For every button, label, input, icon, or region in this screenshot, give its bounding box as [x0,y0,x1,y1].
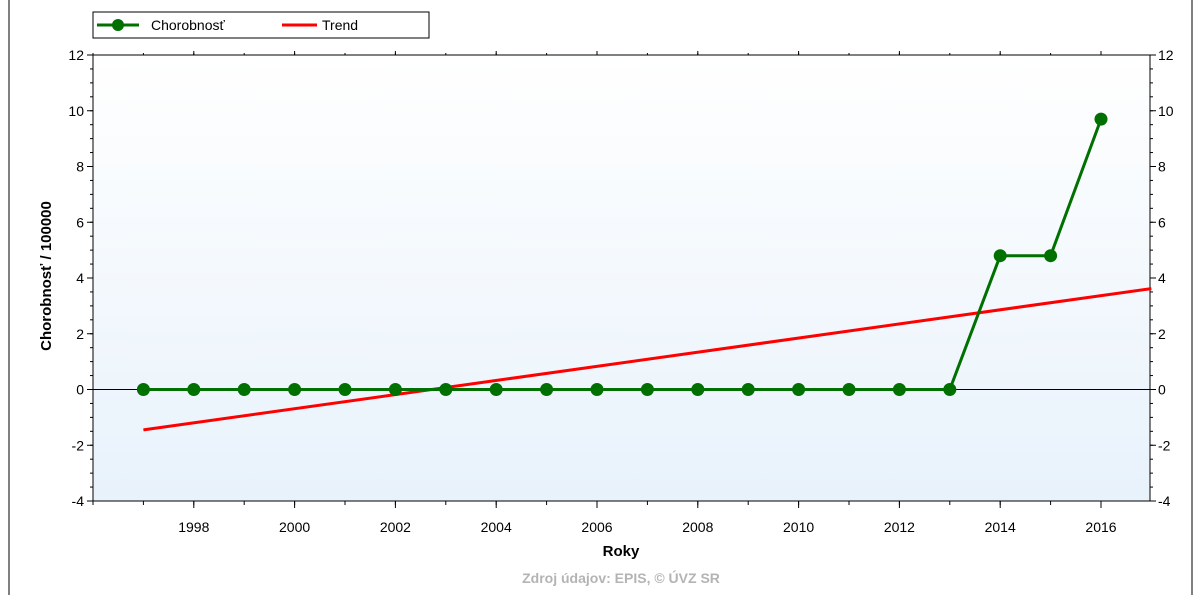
series-point [439,383,453,396]
series-point [388,383,402,396]
series-point [590,383,604,396]
x-tick-label: 2002 [380,519,411,535]
y-tick-label-left: 10 [68,103,84,119]
x-tick-label: 2016 [1085,519,1116,535]
y-axis-right: -4 -2 0 2 4 6 8 10 12 [1150,47,1174,509]
y-tick-label-right: 10 [1158,103,1174,119]
series-point [892,383,906,396]
series-point [136,383,150,396]
y-tick-label-right: 12 [1158,47,1174,63]
x-tick-label: 1998 [178,519,209,535]
series-point [691,383,705,396]
x-axis-title: Roky [603,543,640,560]
y-tick-label-left: 2 [76,326,84,342]
y-tick-label-left: -2 [72,437,85,453]
y-tick-label-right: 0 [1158,382,1166,398]
series-point [187,383,201,396]
trend-line [143,287,1152,432]
source-credit: Zdroj údajov: EPIS, © ÚVZ SR [522,569,720,586]
y-tick-label-left: 8 [76,159,84,175]
series-point [842,383,856,396]
x-tick-label: 2012 [884,519,915,535]
series-point [741,383,755,396]
plot-area [92,54,1151,502]
y-tick-label-right: -4 [1158,493,1171,509]
series-point [237,383,251,396]
y-tick-label-left: 4 [76,270,84,286]
legend-box [92,11,430,39]
trend-layer [143,287,1152,432]
legend-label-series: Chorobnosť [151,17,225,33]
y-axis-left: -4 -2 0 2 4 6 8 10 12 [68,47,93,509]
series-point [640,383,654,396]
series-line [143,118,1103,391]
series-point [1044,249,1058,263]
plot-background [92,54,1151,502]
y-tick-label-right: 4 [1158,270,1166,286]
y-tick-label-left: 12 [68,47,84,63]
series-point [489,383,503,396]
series-point [792,383,806,396]
series-point [338,383,352,396]
x-tick-label: 2008 [682,519,713,535]
x-tick-label: 2010 [783,519,814,535]
x-tick-label: 2006 [581,519,612,535]
y-tick-label-left: 0 [76,382,84,398]
y-tick-label-right: 8 [1158,159,1166,175]
legend: Chorobnosť Trend [92,11,430,39]
legend-label-trend: Trend [322,17,358,33]
y-tick-label-left: -4 [72,493,85,509]
x-tick-label: 2004 [481,519,512,535]
x-tick-label: 2000 [279,519,310,535]
legend-marker-series [112,19,124,31]
x-tick-label: 2014 [985,519,1016,535]
series-point [993,249,1007,263]
series-layer [136,112,1108,396]
y-axis-title: Chorobnosť / 100000 [38,201,55,351]
y-tick-label-right: 2 [1158,326,1166,342]
y-tick-label-left: 6 [76,214,84,230]
series-point [1094,112,1108,126]
y-tick-label-right: 6 [1158,214,1166,230]
series-point [288,383,302,396]
series-point [943,383,957,396]
series-point [540,383,554,396]
y-tick-label-right: -2 [1158,437,1171,453]
x-axis: 1998 2000 2002 2004 2006 2008 2010 2012 2014 2016 [92,51,1117,535]
